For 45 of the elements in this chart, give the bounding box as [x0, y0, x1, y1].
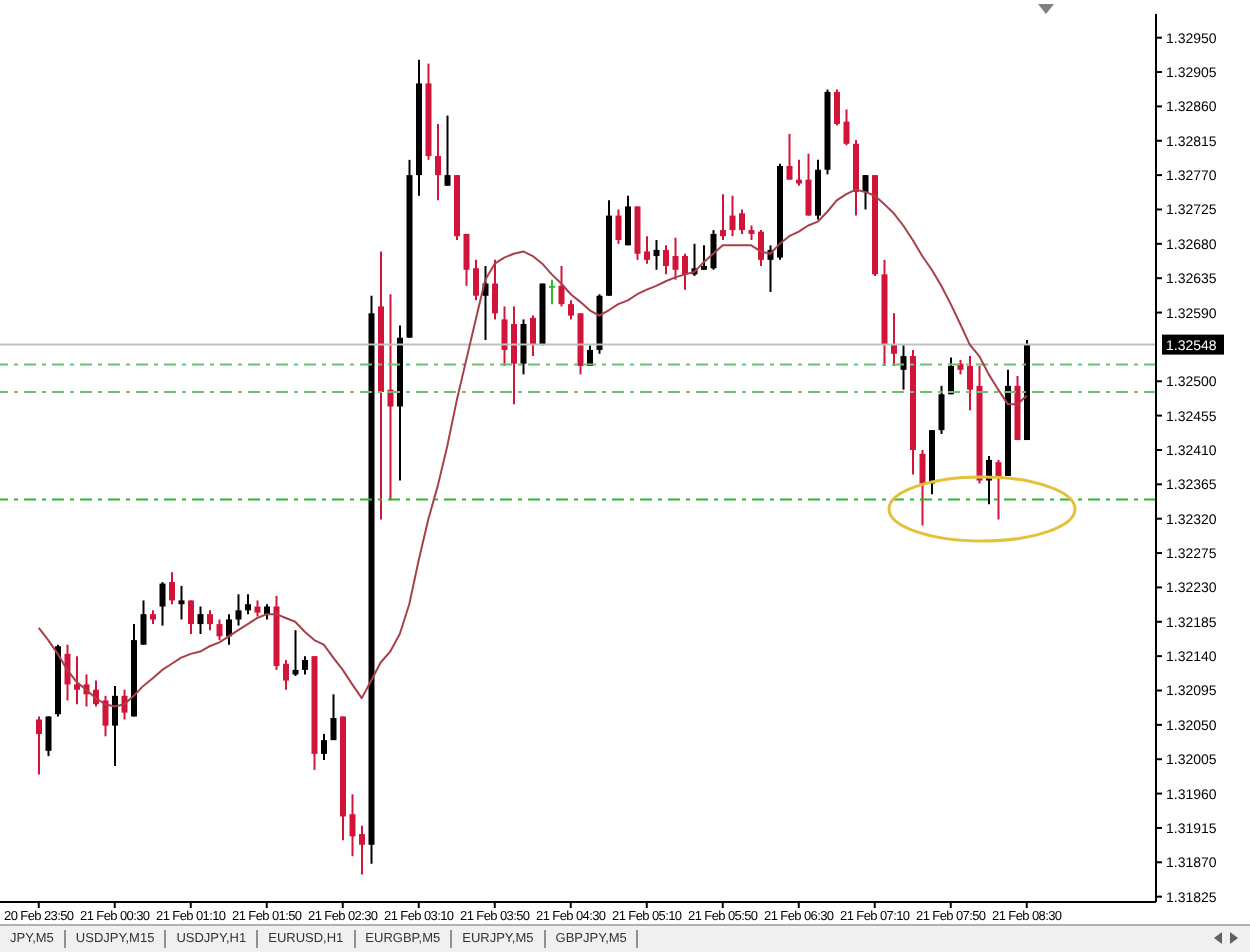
candlestick — [245, 593, 251, 616]
candlestick — [995, 458, 1002, 521]
candlestick — [786, 132, 793, 181]
candlestick — [444, 114, 451, 187]
candlestick — [36, 715, 42, 776]
candlestick — [663, 244, 669, 276]
candlestick — [435, 122, 441, 202]
candlestick — [45, 715, 52, 758]
candlestick — [492, 258, 498, 321]
candlestick — [653, 239, 660, 271]
candlestick — [235, 593, 242, 627]
candlestick — [520, 318, 527, 376]
candlestick — [302, 655, 308, 676]
candlestick — [710, 229, 717, 271]
candlestick — [843, 108, 850, 147]
candlestick — [226, 613, 232, 646]
candlestick — [216, 618, 223, 642]
candlestick — [805, 152, 812, 217]
candlestick — [169, 571, 175, 606]
candlestick — [330, 693, 337, 742]
candlestick — [112, 684, 118, 768]
candlestick — [834, 88, 840, 127]
candlestick — [558, 264, 565, 308]
candlestick — [615, 208, 622, 245]
candlestick — [796, 158, 802, 187]
candlestick — [530, 314, 536, 358]
candlestick — [188, 599, 194, 635]
candlestick — [140, 599, 147, 646]
candlestick — [900, 344, 907, 391]
candlestick — [815, 158, 821, 221]
candlestick — [720, 193, 726, 242]
candlestick — [102, 694, 109, 738]
candlestick — [568, 299, 574, 321]
candlestick — [207, 609, 213, 632]
candlestick — [938, 384, 945, 435]
candlestick — [701, 244, 707, 271]
candlestick — [919, 448, 926, 527]
candlestick — [74, 655, 80, 706]
candlestick — [625, 194, 631, 247]
candlestick — [549, 278, 555, 306]
candlestick — [178, 584, 185, 621]
candlestick — [197, 605, 204, 635]
candlestick — [321, 733, 327, 761]
candlestick — [862, 174, 869, 211]
candlestick — [159, 581, 166, 627]
